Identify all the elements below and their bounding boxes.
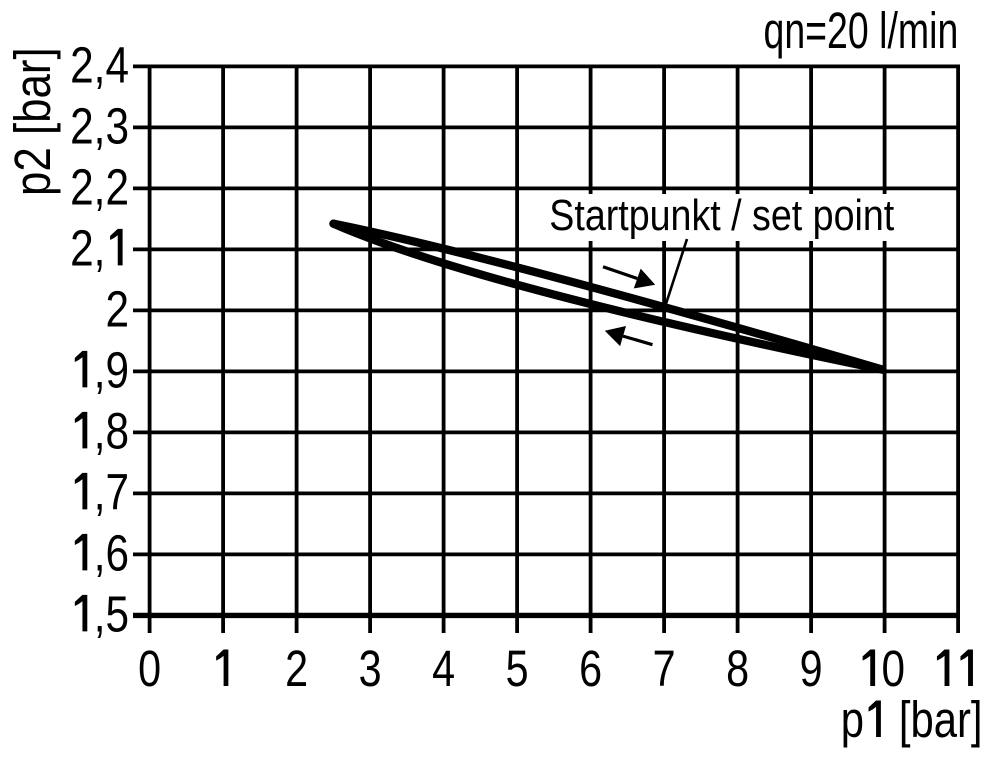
svg-text:3: 3 (359, 640, 382, 697)
svg-text:,5: ,5 (94, 586, 129, 643)
svg-text:4: 4 (432, 640, 455, 697)
svg-text:5: 5 (506, 640, 529, 697)
svg-text:2: 2 (285, 640, 308, 697)
svg-text:,7: ,7 (94, 464, 129, 521)
svg-text:2: 2 (105, 281, 129, 338)
svg-text:[bar]: [bar] (899, 691, 983, 748)
svg-text:,6: ,6 (94, 525, 129, 582)
svg-text:2,4: 2,4 (70, 37, 129, 94)
svg-text:Startpunkt / set point: Startpunkt / set point (549, 190, 895, 239)
svg-text:qn=20 l/min: qn=20 l/min (763, 2, 958, 59)
svg-text:2,2: 2,2 (70, 159, 129, 216)
svg-text:p: p (841, 691, 864, 748)
svg-text:6: 6 (579, 640, 602, 697)
svg-text:8: 8 (726, 640, 749, 697)
svg-text:2,3: 2,3 (70, 98, 129, 155)
svg-text:9: 9 (800, 640, 823, 697)
svg-text:,8: ,8 (94, 403, 129, 460)
svg-text:0: 0 (882, 640, 906, 697)
svg-text:7: 7 (653, 640, 676, 697)
svg-text:p2 [bar]: p2 [bar] (5, 47, 62, 196)
svg-text:0: 0 (138, 640, 161, 697)
svg-text:,9: ,9 (94, 342, 129, 399)
svg-text:2,: 2, (70, 220, 105, 277)
